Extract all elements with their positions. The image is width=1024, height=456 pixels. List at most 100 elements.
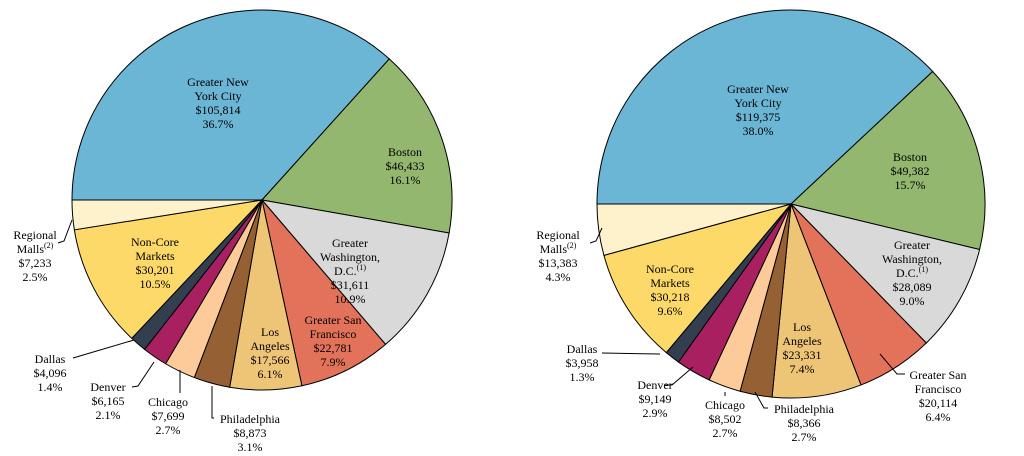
slice-label: Greater San Francisco $20,114 6.4%: [910, 368, 967, 424]
slice-name: Denver: [637, 378, 673, 392]
pie-slice-regional-malls: [71, 199, 263, 231]
slice-label: Non-Core Markets $30,218 9.6%: [646, 262, 694, 318]
slice-name: Angeles: [250, 339, 290, 353]
slice-percent: 4.3%: [545, 270, 571, 284]
slice-value: $4,096: [33, 366, 67, 380]
slice-name: Greater: [894, 238, 930, 252]
slice-name: Angeles: [782, 334, 822, 348]
slice-value: $49,382: [890, 164, 930, 178]
slice-label: Los Angeles $17,566 6.1%: [250, 325, 289, 381]
pie-slice-greater-washington-d-c: [789, 203, 981, 344]
slice-label: Denver $9,149 2.9%: [637, 378, 672, 420]
slice-name: Boston: [892, 150, 927, 164]
slice-name: Markets: [650, 276, 690, 290]
slice-name: Washington,: [881, 252, 943, 266]
slice-value: $105,814: [195, 103, 241, 117]
slice-percent: 2.7%: [155, 423, 181, 437]
footnote-marker: (1): [918, 265, 928, 274]
slice-value: $6,165: [91, 394, 125, 408]
slice-label: Philadelphia $8,366 2.7%: [774, 402, 834, 444]
slice-percent: 2.5%: [22, 270, 48, 284]
slice-name: Non-Core: [646, 262, 694, 276]
slice-value: $28,089: [892, 280, 932, 294]
slice-name: Greater San: [304, 313, 362, 327]
leader-line: [601, 352, 661, 355]
slice-percent: 1.4%: [37, 380, 63, 394]
slice-percent: 10.5%: [139, 277, 171, 291]
pie-slice-greater-new-york-city: [71, 9, 390, 201]
slice-percent: 15.7%: [894, 178, 926, 192]
slice-name: Philadelphia: [220, 412, 280, 426]
slice-label: Regional Malls(2) $7,233 2.5%: [13, 228, 56, 284]
slice-name: Dallas: [566, 342, 598, 356]
slice-percent: 38.0%: [742, 124, 774, 138]
slice-value: $119,375: [735, 110, 781, 124]
pie-slice-non-core-markets: [603, 203, 793, 354]
slice-value: $31,611: [330, 278, 370, 292]
slice-percent: 2.7%: [712, 426, 738, 440]
slice-value: $3,958: [565, 356, 599, 370]
leader-line: [57, 219, 73, 244]
slice-name: Chicago: [148, 395, 188, 409]
footnote-marker: (1): [356, 263, 366, 272]
leader-line: [754, 391, 768, 409]
slice-percent: 9.0%: [899, 294, 925, 308]
slice-name: Markets: [135, 249, 175, 263]
slice-value: $30,201: [135, 263, 175, 277]
slice-value: $7,233: [18, 256, 52, 270]
leader-line: [72, 339, 135, 359]
pie-slice-boston: [789, 70, 986, 251]
slice-label: Denver $6,165 2.1%: [90, 380, 125, 422]
slice-percent: 2.7%: [791, 430, 817, 444]
slice-label: Greater New York City $105,814 36.7%: [187, 75, 249, 131]
slice-name: Denver: [90, 380, 126, 394]
slice-label: Los Angeles $23,331 7.4%: [782, 320, 821, 376]
slice-name: D.C.: [896, 266, 919, 280]
slice-name: Boston: [387, 145, 422, 159]
slice-name: York City: [734, 96, 782, 110]
leader-line: [211, 386, 214, 419]
slice-label: Regional Malls(2) $13,383 4.3%: [536, 228, 579, 284]
slice-name: Regional: [536, 228, 580, 242]
slice-name: Non-Core: [131, 235, 179, 249]
slice-name: Malls: [539, 242, 568, 256]
slice-name: Greater New: [187, 75, 249, 89]
slice-name: Los: [792, 320, 811, 334]
slice-label: Greater Washington, D.C.(1) $31,611 10.9%: [320, 236, 380, 306]
slice-name: Dallas: [34, 352, 66, 366]
slice-name: Greater San: [909, 368, 967, 382]
slice-percent: 1.3%: [569, 370, 595, 384]
slice-name: Los: [260, 325, 279, 339]
slice-percent: 3.1%: [237, 440, 263, 454]
slice-label: Greater New York City $119,375 38.0%: [727, 82, 789, 138]
slice-name: Malls: [16, 242, 45, 256]
slice-value: $23,331: [782, 348, 822, 362]
slice-name: Greater New: [727, 82, 789, 96]
pie-slice-greater-san-francisco: [261, 199, 387, 387]
slice-label: Greater Washington, D.C.(1) $28,089 9.0%: [882, 238, 942, 308]
slice-value: $7,699: [151, 409, 185, 423]
slice-label: Chicago $8,502 2.7%: [705, 398, 745, 440]
slice-label: Dallas $3,958 1.3%: [566, 342, 599, 384]
leader-line: [879, 353, 905, 375]
leader-line: [589, 227, 603, 244]
leader-line: [665, 366, 694, 386]
slice-value: $13,383: [538, 256, 578, 270]
pie-slice-non-core-markets: [73, 199, 264, 340]
slice-label: Greater San Francisco $22,781 7.9%: [305, 313, 362, 369]
slice-percent: 7.9%: [320, 355, 346, 369]
pie-slice-boston: [261, 58, 453, 234]
slice-value: $22,781: [313, 341, 353, 355]
slice-value: $46,433: [385, 159, 425, 173]
slice-name: D.C.: [334, 264, 357, 278]
slice-percent: 9.6%: [657, 304, 683, 318]
slice-name: York City: [194, 89, 242, 103]
pie-slice-greater-new-york-city: [596, 9, 934, 205]
slice-label: Chicago $7,699 2.7%: [148, 395, 188, 437]
slice-name: Regional: [13, 228, 57, 242]
slice-label: Philadelphia $8,873 3.1%: [220, 412, 280, 454]
slice-name: Francisco: [914, 382, 962, 396]
slice-label: Boston $49,382 15.7%: [891, 150, 930, 192]
footnote-marker: (2): [567, 241, 577, 250]
